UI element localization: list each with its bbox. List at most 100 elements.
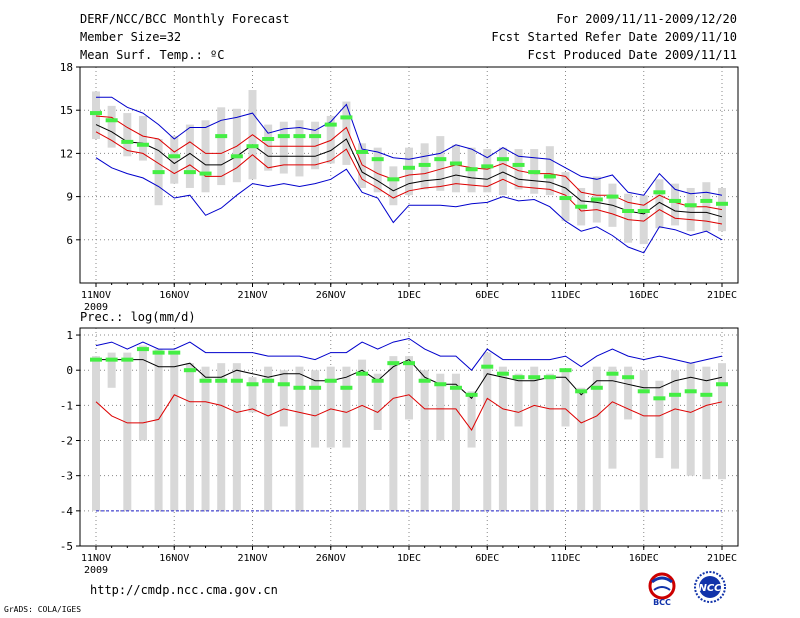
x-tick-label: 16DEC [629,290,659,301]
range-box [342,366,351,448]
median-marker [606,371,619,376]
median-marker [105,118,118,123]
range-box [217,363,226,511]
median-marker [465,392,478,397]
range-box [686,187,695,232]
x-tick-label: 16NOV [159,290,189,301]
range-box [311,121,320,170]
range-box [483,149,492,193]
median-marker [637,389,650,394]
range-box [92,356,100,511]
bcc-logo-text: BCC [653,598,671,607]
median-marker [246,382,259,387]
median-marker [418,162,431,167]
median-marker [324,378,337,383]
range-box [154,349,163,511]
y-tick-label: 1 [66,329,73,342]
median-marker [481,364,494,369]
range-box [451,144,460,193]
median-marker [716,382,728,387]
median-marker [669,392,682,397]
x-tick-label: 1DEC [397,553,421,564]
x-tick-label: 26NOV [316,290,346,301]
range-box [389,166,398,206]
y-tick-label: -1 [60,399,73,412]
median-marker [465,167,478,172]
range-box [608,366,617,469]
range-box [436,373,445,441]
median-marker [309,134,322,139]
footer-url[interactable]: http://cmdp.ncc.cma.gov.cn [90,583,278,597]
median-marker [512,375,525,380]
median-marker [590,197,603,202]
range-box [592,366,601,511]
median-marker [700,198,713,203]
x-tick-label: 21NOV [237,290,267,301]
range-box [123,113,132,157]
median-marker [559,196,572,201]
range-box [514,373,523,427]
median-marker [136,347,149,352]
median-marker [606,194,619,199]
range-box [545,373,554,511]
median-marker [434,157,447,162]
range-box [483,352,492,511]
range-box [405,147,413,196]
median-marker [496,157,509,162]
median-marker [449,385,462,390]
median-marker [543,174,556,179]
series-min-line [95,157,723,254]
range-box [702,366,711,480]
range-box [639,370,648,511]
range-box [498,147,507,196]
range-box [170,136,179,184]
series-mean-line [96,358,723,400]
range-box [671,183,680,226]
precip-title: Prec.: log(mm/d) [80,310,196,324]
median-marker [684,389,697,394]
median-marker [199,171,212,176]
median-marker [121,357,134,362]
y-tick-label: 15 [60,104,73,117]
x-tick-label: 6DEC [475,290,499,301]
y-tick-label: 18 [60,61,73,74]
median-marker [371,157,384,162]
median-marker [418,378,431,383]
range-box [264,366,273,511]
median-marker [293,385,306,390]
range-box [201,120,210,193]
grads-credit: GrADS: COLA/IGES [4,605,82,614]
x-tick-label: 1DEC [397,290,421,301]
median-marker [543,375,556,380]
y-tick-label: 0 [66,364,73,377]
series-max-line [95,337,723,371]
range-box [530,366,539,511]
range-box [498,366,507,511]
x-tick-label: 11DEC [550,290,580,301]
median-marker [183,170,196,175]
range-box [185,124,194,188]
range-box [326,366,335,448]
x-tick-label: 26NOV [316,553,346,564]
range-box [624,193,633,243]
median-marker [700,392,713,397]
y-tick-label: -5 [60,540,73,553]
y-tick-label: 9 [66,191,73,204]
median-marker [590,385,603,390]
range-box [373,373,382,430]
range-box [279,370,288,427]
x-tick-label: 6DEC [475,553,499,564]
median-marker [387,361,400,366]
series-min-line [95,394,723,431]
median-marker [215,134,228,139]
median-marker [371,378,384,383]
range-box [342,101,351,165]
bcc-logo: BCC [648,572,676,607]
y-tick-label: -4 [60,505,74,518]
range-box [514,149,523,190]
range-box [248,377,257,413]
chart-title: DERF/NCC/BCC Monthly Forecast [80,12,290,26]
median-marker [246,144,259,149]
